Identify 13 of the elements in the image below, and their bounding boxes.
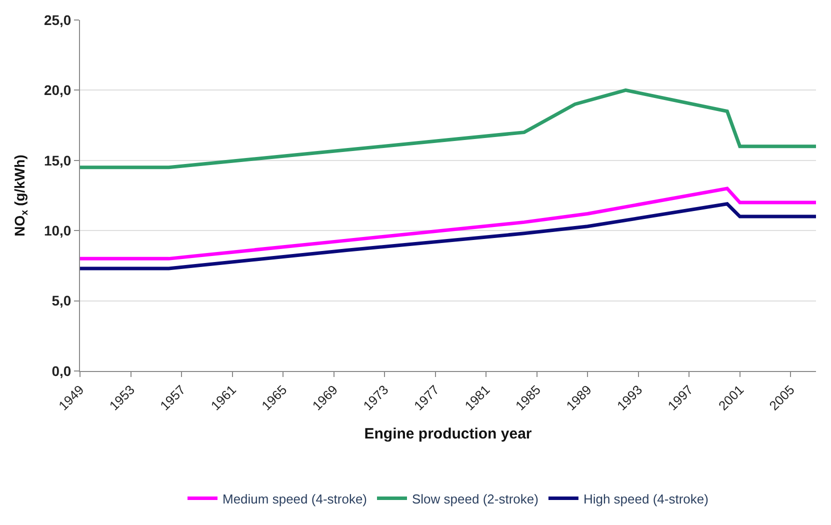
line-series: [80, 88, 816, 170]
legend-label: Slow speed (2-stroke): [412, 491, 538, 506]
line-series: [80, 202, 816, 270]
y-tick-label: 10,0: [44, 222, 72, 238]
y-tick-label: 25,0: [44, 12, 72, 28]
line-series: [80, 186, 816, 260]
legend-label: Medium speed (4-stroke): [222, 491, 367, 506]
y-tick-label: 20,0: [44, 82, 72, 98]
y-tick-label: 15,0: [44, 152, 72, 168]
x-axis-title: Engine production year: [364, 425, 532, 442]
y-tick-label: 0,0: [52, 362, 72, 379]
legend-label: High speed (4-stroke): [583, 491, 708, 506]
y-tick-label: 5,0: [52, 292, 72, 309]
